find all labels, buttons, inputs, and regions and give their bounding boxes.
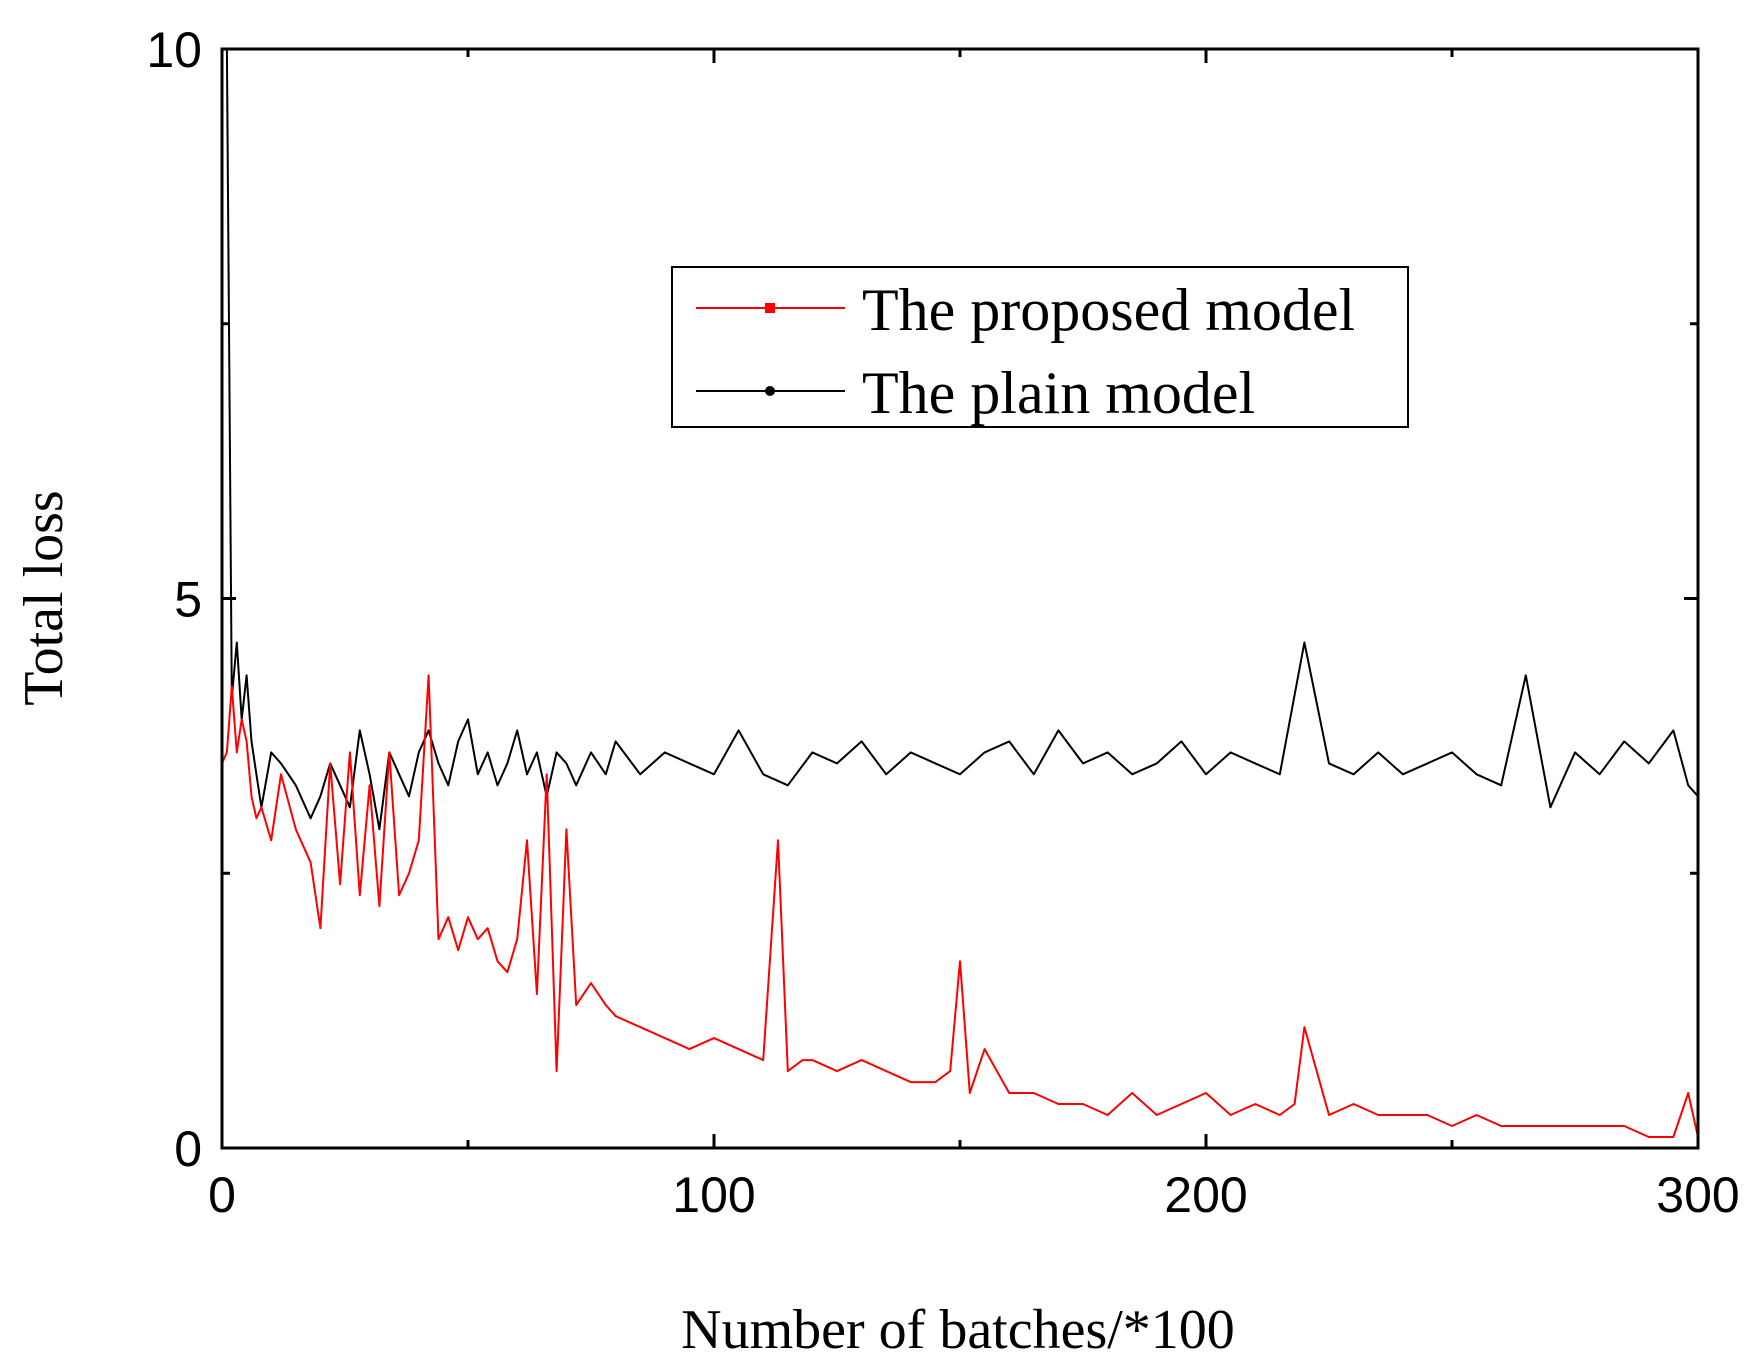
legend-marker-proposed	[765, 303, 775, 313]
legend: The proposed model The plain model	[671, 266, 1409, 428]
x-tick-label: 200	[1164, 1167, 1247, 1223]
series-line-plain	[222, 49, 1698, 831]
legend-box	[671, 266, 1409, 428]
legend-label-plain: The plain model	[862, 360, 1255, 426]
x-tick-label: 100	[672, 1167, 755, 1223]
x-tick-label: 300	[1656, 1167, 1739, 1223]
y-tick-label: 0	[174, 1121, 202, 1177]
series-layer	[222, 49, 1698, 1138]
series-line-proposed	[222, 674, 1698, 1138]
plot-area: 0 100 200 300 0 5 10	[146, 22, 1739, 1223]
x-axis-title: Number of batches/*100	[681, 1299, 1235, 1361]
ticks-layer: 0 100 200 300 0 5 10	[146, 22, 1739, 1223]
legend-marker-plain	[765, 386, 775, 396]
plot-frame	[220, 47, 1700, 1150]
x-tick-label: 0	[208, 1167, 236, 1223]
y-axis-title: Total loss	[13, 490, 75, 705]
y-tick-label: 5	[174, 572, 202, 628]
legend-label-proposed: The proposed model	[862, 277, 1355, 343]
y-tick-label: 10	[146, 22, 202, 78]
